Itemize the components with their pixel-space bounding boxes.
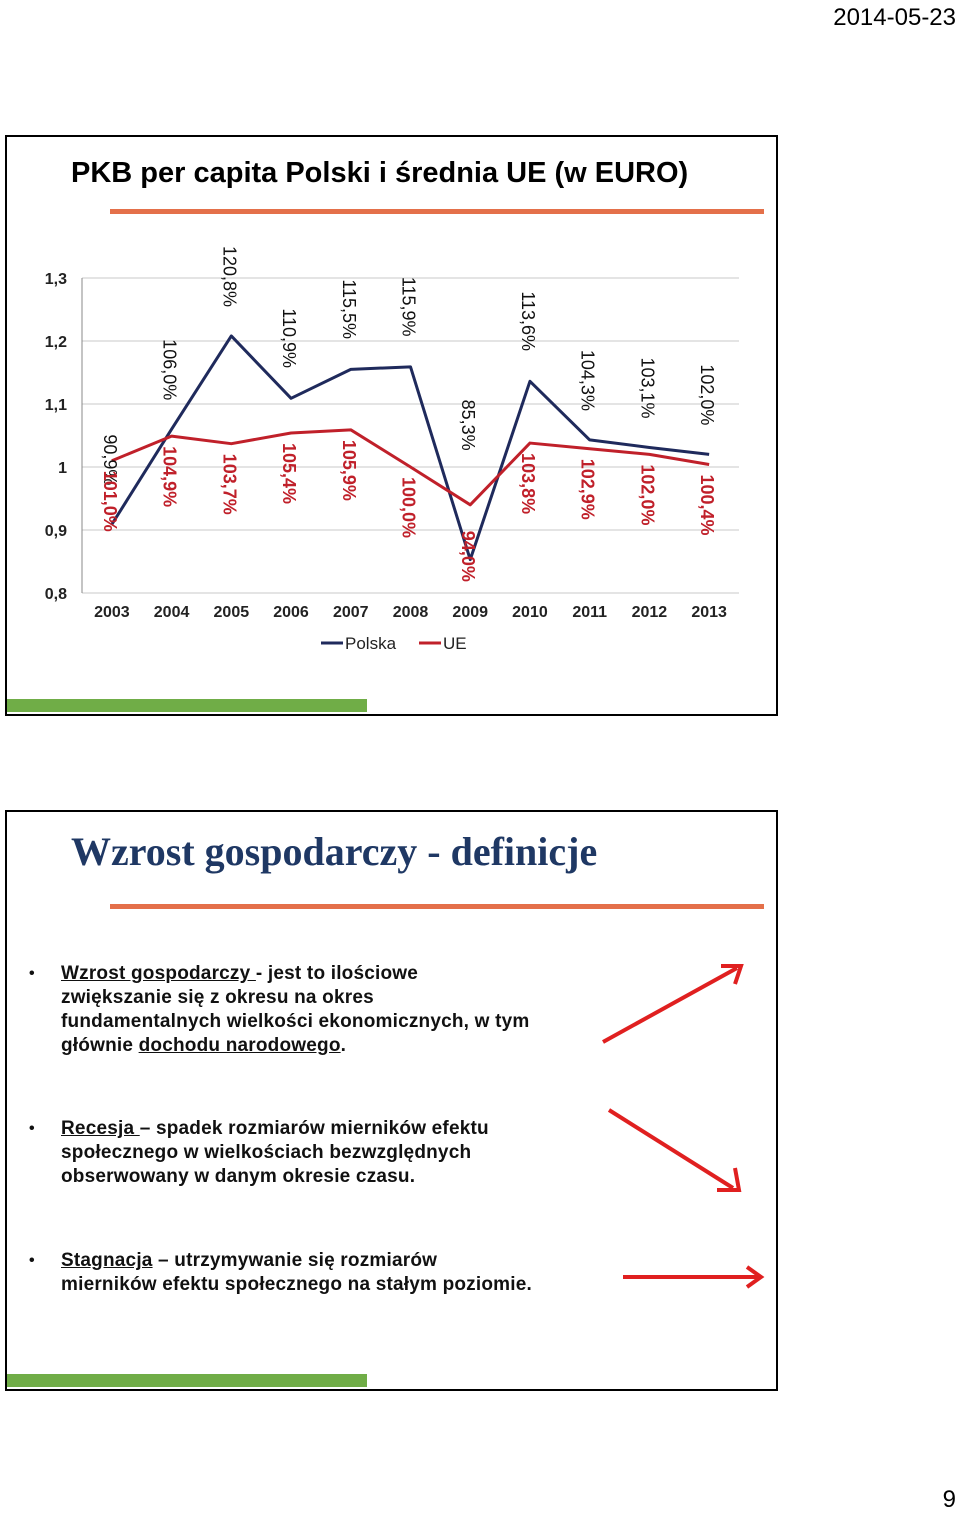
- data-label-polska: 90,9%: [100, 434, 120, 485]
- definition-text: obserwowany w danym okresie czasu.: [61, 1166, 416, 1187]
- x-tick-label: 2004: [154, 604, 190, 621]
- title-rule: [110, 904, 764, 909]
- legend-label-ue: UE: [443, 634, 467, 653]
- definition-text: zwiększanie się z okresu na okres: [61, 987, 374, 1008]
- x-tick-label: 2011: [572, 604, 607, 621]
- footer-bar: [7, 699, 367, 712]
- bullet-dot: •: [29, 965, 35, 982]
- line-chart: 0,8 0,9 1 1,1 1,2 1,3 2003 2004 2005 2006 2007 2008…: [45, 246, 739, 653]
- data-label-ue: 101,0%: [100, 471, 120, 532]
- term-growth: Wzrost gospodarczy: [61, 963, 256, 984]
- arrow-right-icon: [623, 1265, 765, 1289]
- data-label-ue: 100,0%: [399, 477, 419, 538]
- definition-text: - jest to ilościowe: [255, 963, 419, 984]
- x-tick-label: 2010: [512, 604, 548, 621]
- definition-text: mierników efektu społecznego na stałym p…: [61, 1274, 532, 1295]
- legend-label-polska: Polska: [345, 634, 397, 653]
- data-label-polska: 120,8%: [219, 246, 239, 307]
- definition-text: fundamentalnych wielkości ekonomicznych,…: [61, 1011, 530, 1032]
- data-label-polska: 106,0%: [160, 339, 180, 400]
- data-label-ue: 100,4%: [697, 474, 717, 535]
- data-label-ue: 94,0%: [458, 531, 478, 582]
- definition-text: – utrzymywanie się rozmiarów: [152, 1250, 438, 1271]
- bullet-dot: •: [29, 1252, 35, 1269]
- y-tick-label: 1,3: [45, 271, 67, 288]
- x-tick-label: 2013: [691, 604, 727, 621]
- arrow-up-right-icon: [602, 964, 744, 1044]
- slide-definitions: Wzrost gospodarczy - definicje • Wzrost …: [5, 810, 778, 1391]
- slide-chart: PKB per capita Polski i średnia UE (w EU…: [5, 135, 778, 716]
- x-tick-label: 2008: [393, 604, 429, 621]
- bullet-dot: •: [29, 1120, 35, 1137]
- data-label-ue: 103,8%: [518, 453, 538, 514]
- slide-title: PKB per capita Polski i średnia UE (w EU…: [71, 157, 689, 189]
- y-tick-label: 0,9: [45, 523, 67, 540]
- x-tick-label: 2007: [333, 604, 369, 621]
- y-tick-label: 1,2: [45, 334, 67, 351]
- definition-text: głównie: [61, 1035, 139, 1056]
- bullet-text: Recesja – spadek rozmiarów mierników efe…: [61, 1117, 591, 1189]
- page-date: 2014-05-23: [833, 4, 956, 31]
- x-tick-label: 2009: [452, 604, 488, 621]
- title-rule: [110, 209, 764, 214]
- data-label-ue: 105,9%: [339, 440, 359, 501]
- footer-bar: [7, 1374, 367, 1387]
- series-line-polska: [110, 334, 710, 562]
- data-label-polska: 102,0%: [697, 364, 717, 425]
- definition-text: – spadek rozmiarów mierników efektu: [139, 1118, 489, 1139]
- data-label-ue: 103,7%: [219, 454, 239, 515]
- data-label-polska: 103,1%: [637, 357, 657, 418]
- data-label-ue: 105,4%: [279, 443, 299, 504]
- page-number: 9: [942, 1486, 956, 1513]
- x-tick-label: 2012: [632, 604, 668, 621]
- data-label-polska: 110,9%: [279, 308, 299, 368]
- term-stagnation: Stagnacja: [61, 1250, 153, 1271]
- x-tick-label: 2003: [94, 604, 130, 621]
- data-label-ue: 102,9%: [578, 459, 598, 520]
- definition-text: .: [340, 1035, 347, 1056]
- data-label-ue: 104,9%: [160, 446, 180, 507]
- bullet-text: Wzrost gospodarczy - jest to ilościowe z…: [61, 962, 591, 1058]
- series-line-ue: [111, 428, 710, 507]
- term-national-income: dochodu narodowego: [138, 1035, 341, 1056]
- data-label-polska: 113,6%: [518, 291, 538, 351]
- y-tick-label: 0,8: [45, 586, 67, 603]
- data-label-polska: 104,3%: [578, 350, 598, 411]
- y-tick-label: 1: [58, 460, 67, 477]
- slide-title: Wzrost gospodarczy - definicje: [71, 829, 598, 874]
- data-label-polska: 85,3%: [458, 400, 478, 451]
- data-label-polska: 115,5%: [339, 279, 359, 339]
- bullet-text: Stagnacja – utrzymywanie się rozmiarów m…: [61, 1249, 621, 1297]
- x-tick-label: 2005: [214, 604, 250, 621]
- y-tick-label: 1,1: [45, 397, 67, 414]
- term-recession: Recesja: [61, 1118, 140, 1139]
- arrow-down-right-icon: [607, 1108, 742, 1192]
- data-label-polska: 115,9%: [399, 277, 419, 337]
- data-label-ue: 102,0%: [637, 464, 657, 525]
- definition-text: społecznego w wielkościach bezwzględnych: [61, 1142, 472, 1163]
- x-tick-label: 2006: [273, 604, 309, 621]
